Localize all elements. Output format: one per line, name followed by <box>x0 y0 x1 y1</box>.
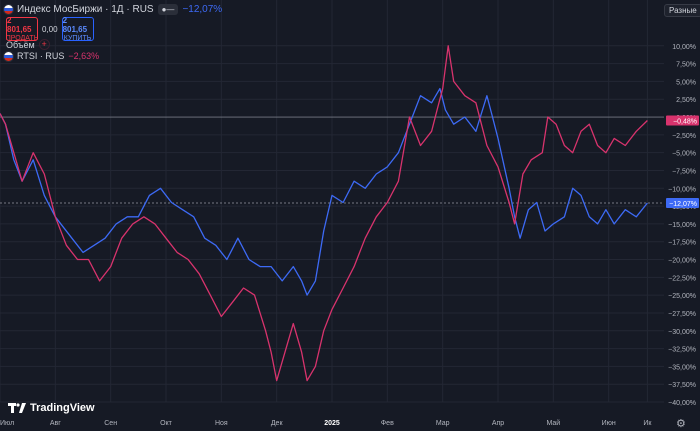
y-tick-label: −2,50% <box>672 133 696 140</box>
x-tick-label: Фев <box>381 420 394 427</box>
plus-icon[interactable]: + <box>38 39 50 50</box>
x-tick-label: Мар <box>436 420 450 427</box>
y-tick-label: 2,50% <box>676 97 696 104</box>
spread-value: 0,00 <box>42 24 58 34</box>
russia-flag-icon <box>4 5 13 14</box>
gear-icon[interactable]: ⚙ <box>676 418 686 430</box>
compare-row[interactable]: RTSI · RUS −2,63% <box>4 51 99 61</box>
legend: Индекс МосБиржи · 1Д · RUS ●― −12,07% <box>4 4 222 15</box>
y-tick-label: −10,00% <box>668 186 696 193</box>
compare-change: −2,63% <box>68 51 100 61</box>
y-tick-label: −7,50% <box>672 168 696 175</box>
x-tick-label: Авг <box>50 420 61 427</box>
x-tick-label: Окт <box>160 420 173 427</box>
x-tick-label: Дек <box>271 420 284 427</box>
y-tick-label: −17,50% <box>668 240 696 247</box>
y-tick-label: −27,50% <box>668 311 696 318</box>
y-tick-label: −32,50% <box>668 347 696 354</box>
y-tick-label: 7,50% <box>676 62 696 69</box>
series-lines <box>0 45 648 382</box>
last-value-badge <box>666 198 699 209</box>
trade-buttons: 2 801,65 ПРОДАТЬ 0,00 2 801,65 КУПИТЬ <box>5 15 94 42</box>
y-tick-label: −5,00% <box>672 151 696 158</box>
x-tick-label: Ноя <box>215 420 228 427</box>
last-value-text: −12,07% <box>669 201 697 208</box>
y-tick-label: −15,00% <box>668 222 696 229</box>
y-tick-label: −35,00% <box>668 364 696 371</box>
x-tick-label: Май <box>546 419 560 427</box>
buy-button[interactable]: 2 801,65 КУПИТЬ <box>61 15 94 42</box>
x-tick-label: Июл <box>0 420 14 427</box>
last-value-badge <box>666 115 699 126</box>
price-axis: 10,00%7,50%5,00%2,50%0,00%−2,50%−5,00%−7… <box>668 44 696 407</box>
buy-label: КУПИТЬ <box>63 34 92 42</box>
volume-row[interactable]: Объём + <box>6 39 50 50</box>
last-value-labels: −0,48% −12,07% <box>666 115 699 209</box>
legend-main-row[interactable]: Индекс МосБиржи · 1Д · RUS ●― −12,07% <box>4 4 222 15</box>
reference-lines <box>0 116 664 204</box>
y-tick-label: −37,50% <box>668 382 696 389</box>
hide-icon[interactable]: ●― <box>157 4 179 15</box>
watermark-text: TradingView <box>30 402 95 414</box>
x-tick-label: Июн <box>602 420 616 427</box>
symbol-title: Индекс МосБиржи · 1Д · RUS <box>17 4 154 15</box>
symbol-change: −12,07% <box>182 4 223 15</box>
buy-price: 2 801,65 <box>62 15 88 34</box>
x-tick-label: Апр <box>492 420 504 427</box>
tradingview-logo-icon <box>8 403 26 413</box>
y-tick-label: 10,00% <box>672 44 696 51</box>
moex-series-line <box>0 87 648 296</box>
rtsi-series-line <box>0 45 648 382</box>
sell-button[interactable]: 2 801,65 ПРОДАТЬ <box>5 15 39 42</box>
last-value-text: −0,48% <box>673 118 697 125</box>
volume-label: Объём <box>6 39 35 50</box>
tradingview-watermark: TradingView <box>8 402 95 414</box>
sell-label: ПРОДАТЬ <box>5 34 39 42</box>
y-tick-label: −40,00% <box>668 400 696 407</box>
sell-price: 2 801,65 <box>7 15 32 34</box>
compare-symbol: RTSI · RUS <box>17 51 65 61</box>
y-tick-label: −30,00% <box>668 329 696 336</box>
x-tick-label: Ик <box>643 420 652 427</box>
y-tick-label: −20,00% <box>668 258 696 265</box>
x-tick-label: 2025 <box>324 420 340 427</box>
scale-mode-button[interactable]: Разные <box>664 4 700 17</box>
y-tick-label: 5,00% <box>676 79 696 86</box>
x-tick-label: Сен <box>104 420 117 427</box>
time-axis: Июл Авг Сен Окт Ноя Дек 2025 Фев Мар Апр Май Июн Ик <box>0 419 652 427</box>
chart-grid <box>0 0 664 403</box>
y-tick-label: −25,00% <box>668 293 696 300</box>
russia-flag-icon <box>4 51 13 61</box>
y-tick-label: −22,50% <box>668 275 696 282</box>
